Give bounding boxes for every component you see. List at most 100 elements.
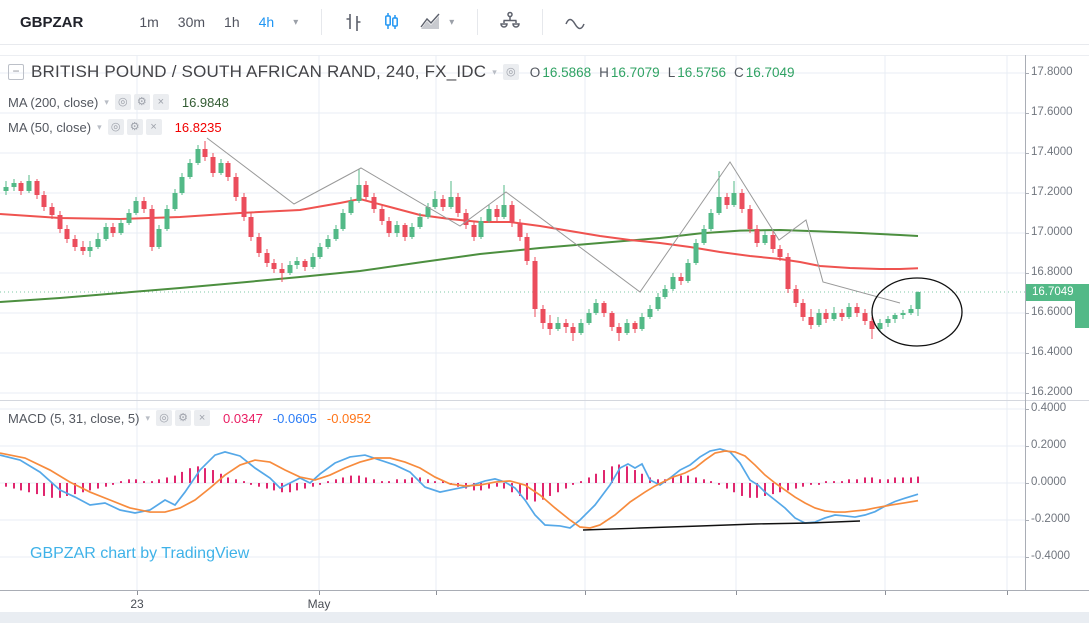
gear-icon[interactable]: ⚙ [133, 94, 150, 110]
open-value: 16.5868 [542, 64, 592, 80]
axis-tick [1025, 557, 1029, 558]
candle-body [685, 263, 691, 281]
candle-body [486, 209, 492, 221]
candle-body [823, 313, 829, 319]
candle-body [854, 307, 860, 313]
close-icon[interactable]: × [152, 94, 169, 110]
ma200-label[interactable]: MA (200, close) [8, 94, 99, 110]
candle-body [149, 209, 155, 247]
candle-body [394, 225, 400, 233]
collapse-legend-button[interactable]: − [8, 64, 24, 80]
candle-body [532, 261, 538, 309]
candle-body [3, 187, 9, 191]
ellipse-annotation [871, 277, 963, 347]
candle-body [563, 323, 569, 327]
candle-body [739, 193, 745, 209]
candle-body [417, 217, 423, 227]
price-axis-label: 16.6000 [1031, 306, 1073, 318]
candle-body [609, 313, 615, 327]
macd-axis-label: 0.4000 [1031, 402, 1067, 414]
candle-body [348, 201, 354, 213]
timeframe-dropdown-icon[interactable]: ▾ [293, 16, 299, 28]
candle-body [632, 323, 638, 329]
candle-body [317, 247, 323, 257]
close-icon[interactable]: × [145, 119, 162, 135]
low-label: L [667, 64, 676, 80]
axis-tick [1025, 446, 1029, 447]
candle-body [808, 317, 814, 325]
candle-body [432, 199, 438, 207]
candle-body [754, 229, 760, 243]
timeframe-1m[interactable]: 1m [139, 14, 159, 30]
eye-icon[interactable]: ◎ [114, 94, 131, 110]
candle-body [64, 229, 70, 239]
candle-body [325, 239, 331, 247]
last-price-badge: 16.7049 [1026, 284, 1089, 301]
candle-body [693, 243, 699, 263]
legend-dropdown-icon[interactable]: ▾ [492, 66, 497, 77]
ma50-dropdown-icon[interactable]: ▾ [97, 121, 102, 132]
ma50-label[interactable]: MA (50, close) [8, 119, 92, 135]
eye-icon[interactable]: ◎ [107, 119, 124, 135]
macd-dropdown-icon[interactable]: ▾ [145, 412, 151, 423]
candle-body [225, 163, 231, 177]
candle-body [187, 163, 193, 177]
area-style-icon[interactable] [418, 10, 442, 34]
axis-tick [1025, 73, 1029, 74]
compare-icon[interactable] [498, 10, 522, 34]
time-axis-tick [436, 591, 437, 595]
tradingview-watermark: GBPZAR chart by TradingView [30, 545, 250, 562]
candle-body [49, 207, 55, 215]
candle-body [478, 221, 484, 237]
close-icon[interactable]: × [194, 410, 211, 426]
symbol-name[interactable]: GBPZAR [20, 13, 84, 31]
candles-style-icon[interactable] [380, 10, 404, 34]
candle-body [639, 317, 645, 329]
line-style-icon[interactable] [563, 10, 587, 34]
high-label: H [599, 64, 609, 80]
price-axis-label: 16.2000 [1031, 386, 1073, 398]
candle-body [195, 149, 201, 163]
candle-body [701, 229, 707, 243]
time-axis-label: May [307, 597, 331, 611]
macd-signal-value: -0.0952 [326, 410, 371, 426]
main-chart-canvas[interactable] [0, 55, 1025, 400]
symbol-title[interactable]: BRITISH POUND / SOUTH AFRICAN RAND, 240,… [31, 62, 487, 81]
macd-label[interactable]: MACD (5, 31, close, 5) [8, 410, 140, 426]
gear-icon[interactable]: ⚙ [126, 119, 143, 135]
timeframe-1h[interactable]: 1h [224, 14, 240, 30]
timeframe-30m[interactable]: 30m [177, 14, 206, 30]
timeframe-4h[interactable]: 4h [258, 14, 275, 30]
price-axis-label: 17.0000 [1031, 226, 1073, 238]
time-axis-tick [319, 591, 320, 595]
toolbar-separator [542, 9, 544, 35]
ma200-dropdown-icon[interactable]: ▾ [104, 96, 109, 107]
candle-body [72, 239, 78, 247]
candle-body [892, 315, 898, 319]
macd-line-value: -0.0605 [272, 410, 317, 426]
pane-separator[interactable] [0, 400, 1089, 401]
ma200-line [0, 228, 919, 303]
macd-pane-canvas[interactable] [0, 400, 1025, 590]
toolbar-separator [321, 9, 323, 35]
style-dropdown-icon[interactable]: ▾ [449, 16, 455, 28]
candle-body [731, 193, 737, 205]
candle-body [172, 193, 178, 209]
bars-style-icon[interactable] [342, 10, 366, 34]
candle-body [41, 195, 47, 207]
axis-tick [1025, 233, 1029, 234]
time-axis[interactable]: 23 May [0, 590, 1089, 613]
candle-body [118, 223, 124, 233]
candle-body [448, 197, 454, 207]
candle-body [57, 215, 63, 229]
time-axis-tick [585, 591, 586, 595]
candle-body [26, 181, 32, 191]
eye-icon[interactable]: ◎ [502, 64, 519, 80]
macd-histogram-value: 0.0347 [223, 410, 263, 426]
macd-legend: MACD (5, 31, close, 5) ▾ ◎ ⚙ × 0.0347 -0… [8, 410, 371, 426]
ma50-value: 16.8235 [174, 119, 222, 135]
time-axis-tick [736, 591, 737, 595]
eye-icon[interactable]: ◎ [156, 410, 173, 426]
gear-icon[interactable]: ⚙ [175, 410, 192, 426]
